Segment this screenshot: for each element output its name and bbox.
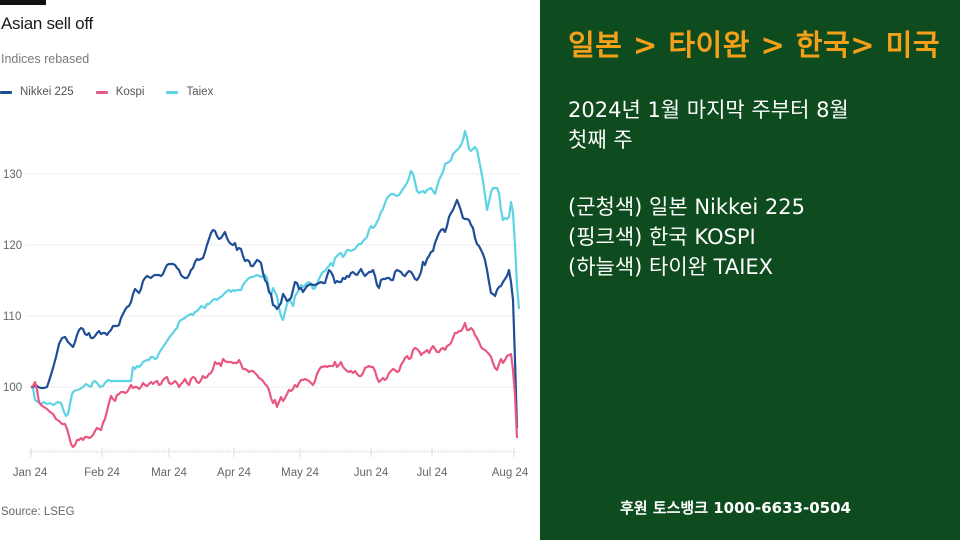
y-tick-100: 100 (3, 382, 22, 394)
x-tick-mar: Mar 24 (151, 467, 187, 479)
x-tick-jun: Jun 24 (354, 467, 389, 479)
y-axis-labels: 130 120 110 100 (3, 169, 22, 394)
annotation-panel: 일본 > 타이완 > 한국> 미국 2024년 1월 마지막 주부터 8월 첫째… (540, 0, 960, 540)
line-chart: 130 120 110 100 Jan 24 Feb 24 Mar 24 Apr… (3, 129, 529, 479)
legend-swatch-nikkei (0, 90, 12, 94)
series-line-kospi (30, 321, 519, 449)
x-tick-apr: Apr 24 (217, 467, 251, 479)
legend-label-taiex: Taiex (186, 86, 214, 98)
ranking-headline: 일본 > 타이완 > 한국> 미국 (568, 28, 940, 62)
x-axis-minor-ticks (33, 449, 511, 453)
series-line-nikkei (31, 198, 519, 429)
legend-item-nikkei: Nikkei 225 (0, 86, 74, 98)
x-axis-labels: Jan 24 Feb 24 Mar 24 Apr 24 May 24 Jun 2… (13, 467, 529, 479)
series-note-kospi: (핑크색) 한국 KOSPI (568, 225, 756, 249)
series-note-taiex: (하늘색) 타이완 TAIEX (568, 255, 774, 279)
period-description: 2024년 1월 마지막 주부터 8월 첫째 주 (568, 95, 948, 155)
chart-panel: Asian sell off Indices rebased Nikkei 22… (0, 0, 529, 518)
x-tick-jul: Jul 24 (417, 467, 448, 479)
legend-item-kospi: Kospi (95, 86, 145, 98)
support-info: 후원 토스뱅크 1000-6633-0504 (620, 499, 851, 517)
gridlines (26, 173, 520, 388)
y-tick-110: 110 (3, 311, 21, 323)
legend-label-kospi: Kospi (115, 86, 145, 98)
legend-swatch-kospi (95, 90, 108, 94)
legend-swatch-taiex (166, 90, 179, 94)
chart-title: Asian sell off (1, 14, 93, 33)
y-tick-120: 120 (3, 240, 22, 252)
x-tick-feb: Feb 24 (84, 467, 120, 479)
x-tick-may: May 24 (281, 467, 319, 479)
chart-legend: Nikkei 225 Kospi Taiex (0, 86, 213, 98)
x-tick-jan: Jan 24 (13, 467, 48, 479)
legend-item-taiex: Taiex (166, 86, 213, 98)
legend-label-nikkei: Nikkei 225 (20, 86, 74, 98)
series-note-nikkei: (군청색) 일본 Nikkei 225 (568, 195, 805, 219)
x-tick-aug: Aug 24 (492, 467, 529, 479)
top-accent-bar (0, 0, 46, 5)
chart-source: Source: LSEG (1, 506, 75, 518)
period-line-2: 첫째 주 (568, 128, 633, 152)
period-line-1: 2024년 1월 마지막 주부터 8월 (568, 98, 849, 122)
y-tick-130: 130 (3, 169, 22, 181)
chart-subtitle: Indices rebased (1, 52, 90, 66)
series-notes: (군청색) 일본 Nikkei 225 (핑크색) 한국 KOSPI (하늘색)… (568, 192, 805, 282)
